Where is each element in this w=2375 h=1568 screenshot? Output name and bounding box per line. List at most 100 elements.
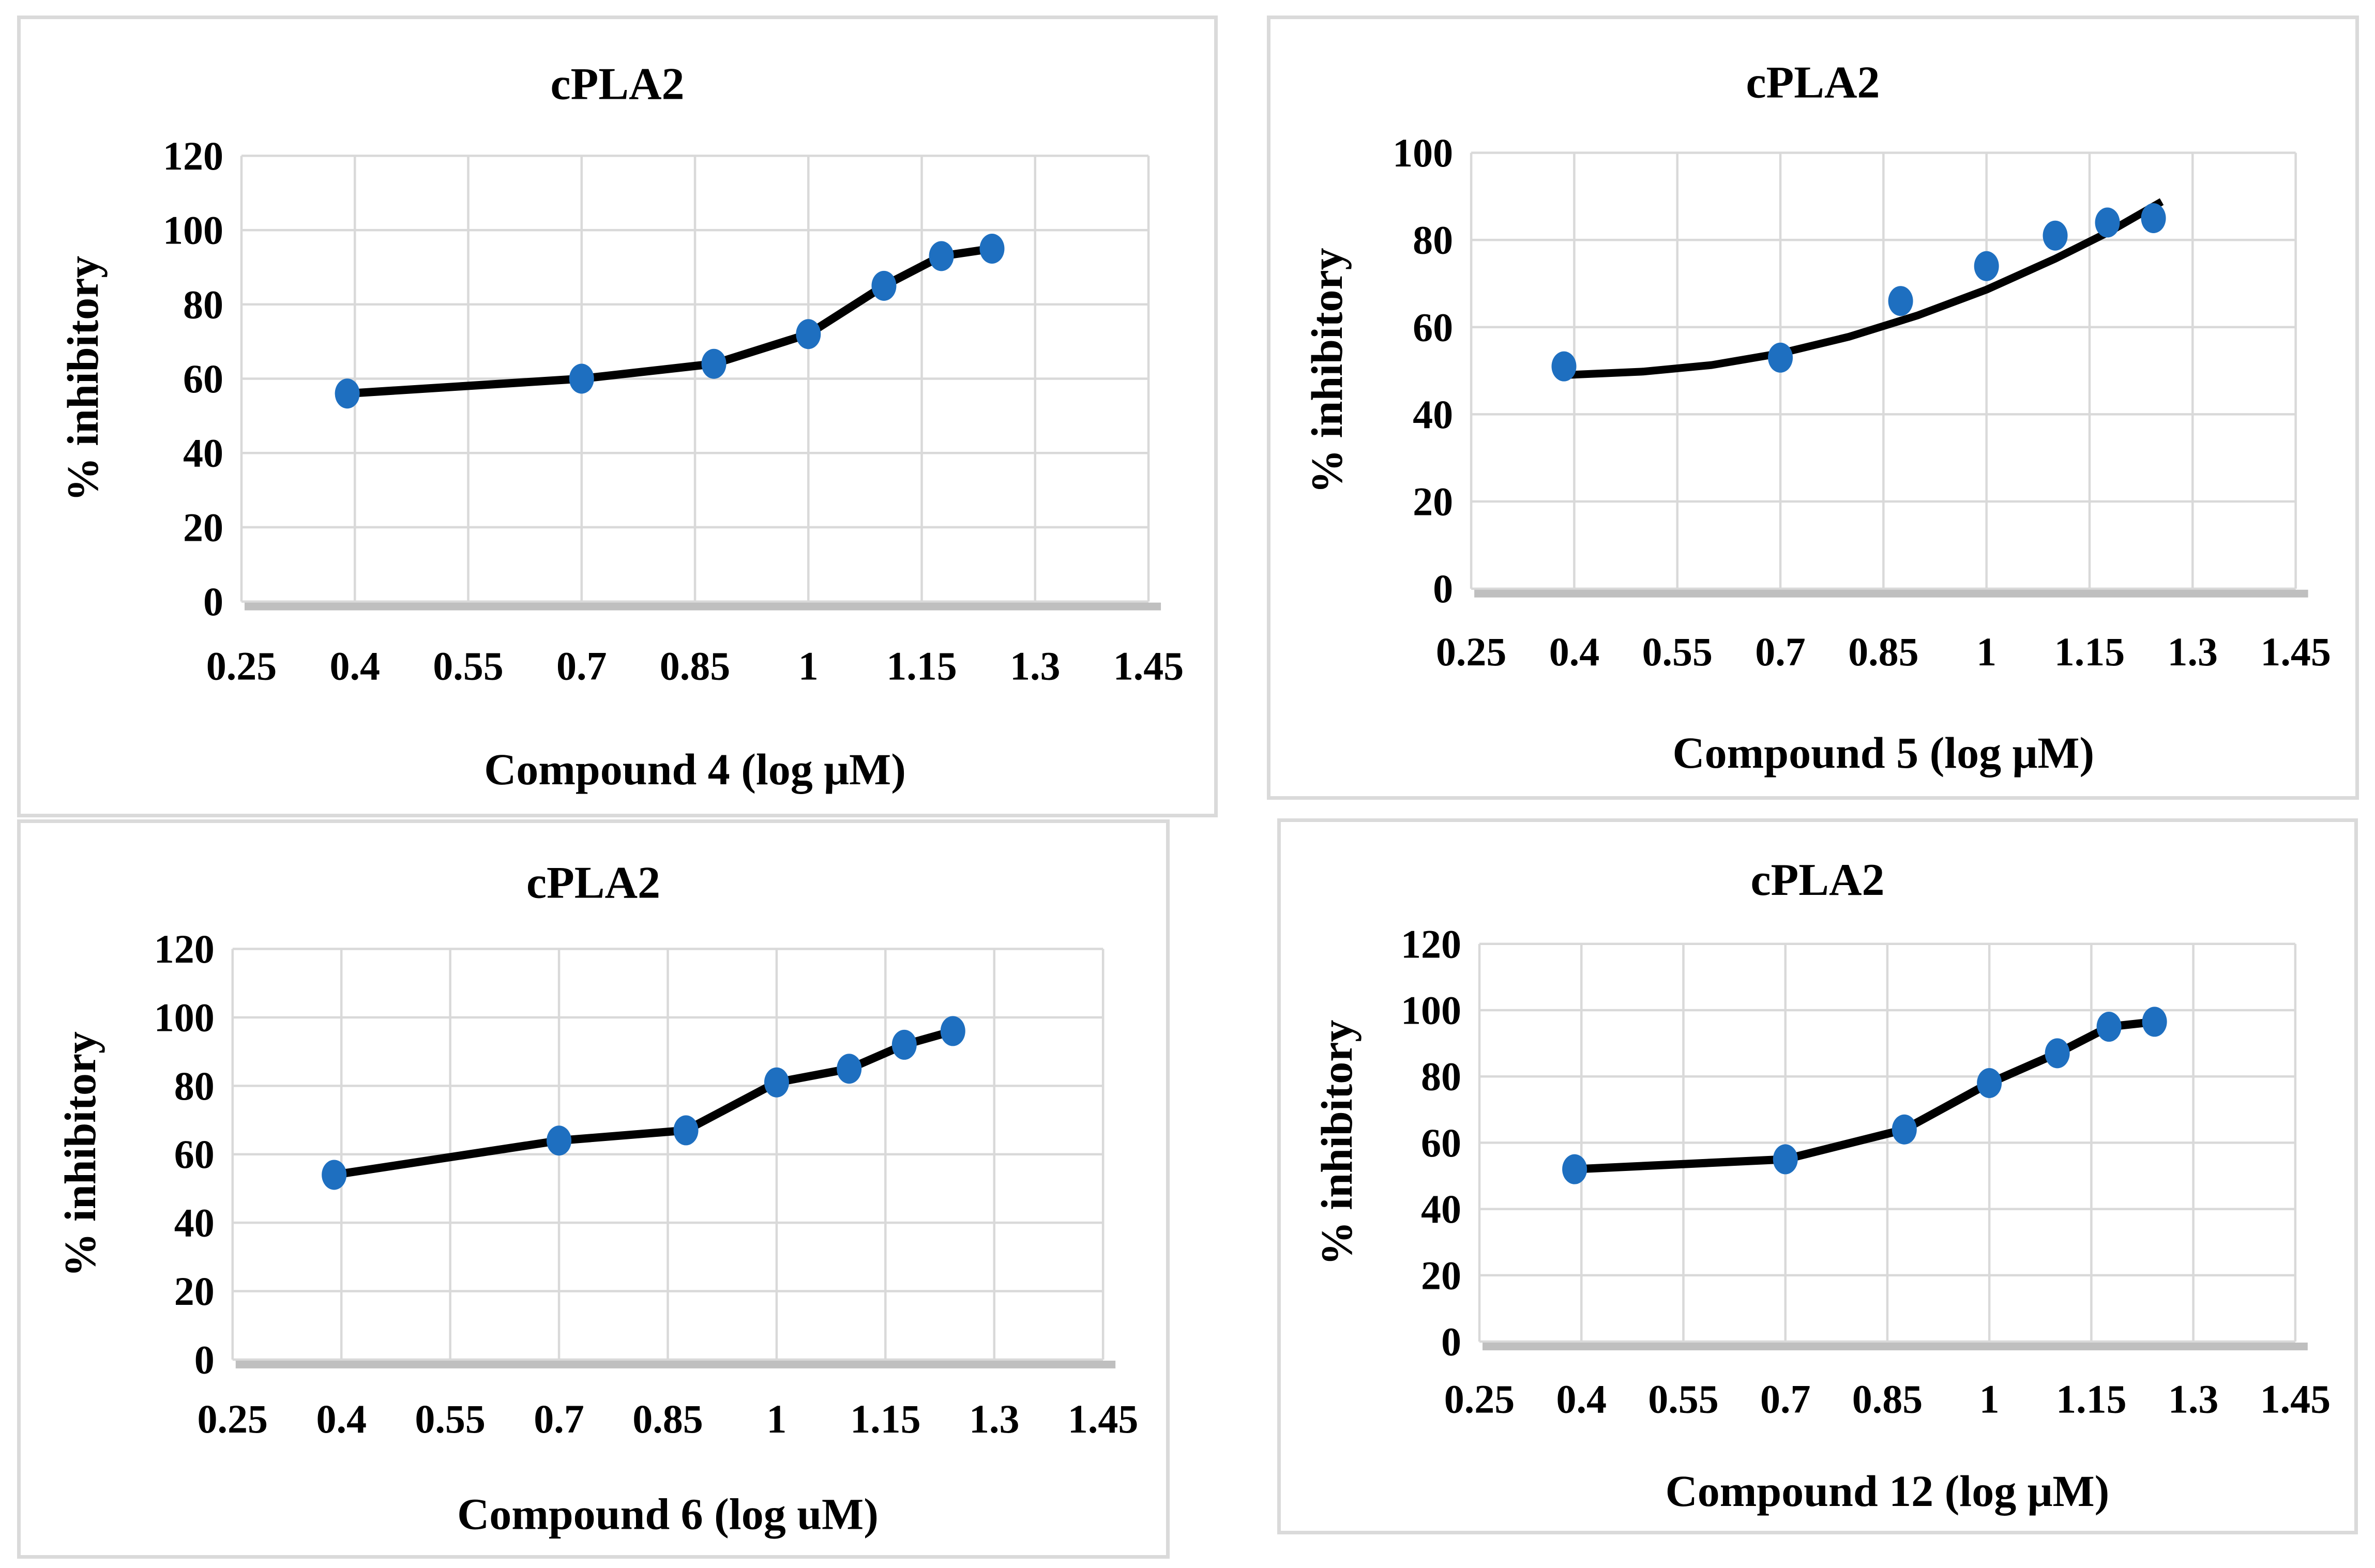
x-tick-label: 1.45 [1068, 1396, 1139, 1441]
data-point-marker [871, 270, 897, 301]
chart-svg: cPLA2 0 20 40 60 80 100 120 0.25 0.4 0.55 0.7 0.85 1 1… [55, 858, 1139, 1539]
x-tick-label: 0.25 [1436, 629, 1507, 674]
chart-title: cPLA2 [1746, 58, 1880, 108]
y-tick-label: 0 [203, 579, 223, 624]
y-tick-label: 60 [183, 356, 223, 401]
x-tick-label: 1.3 [2168, 629, 2218, 674]
x-tick-label: 1.15 [886, 644, 957, 689]
y-tick-label: 20 [1413, 479, 1453, 524]
y-tick-label: 100 [1393, 130, 1453, 175]
x-tick-label: 0.4 [1549, 629, 1600, 674]
x-axis-baseline [1483, 1342, 2308, 1350]
y-tick-label: 40 [1421, 1186, 1461, 1231]
chart-panel-compound5: cPLA2 0 20 40 60 80 100 0.25 0.4 0.55 0.7 0.85 1 1.15… [1267, 16, 2359, 800]
data-point-marker [1888, 286, 1913, 316]
data-point-marker [673, 1115, 699, 1146]
x-tick-label: 0.4 [1556, 1376, 1607, 1421]
x-axis-label: Compound 4 (log μM) [484, 744, 906, 794]
chart-svg: cPLA2 0 20 40 60 80 100 120 0.25 0.4 0.55 0.7 0.85 1 1… [1312, 855, 2331, 1516]
x-tick-label: 0.4 [329, 644, 380, 689]
data-point-marker [2096, 1012, 2122, 1042]
x-tick-label: 1 [798, 644, 819, 689]
data-point-marker [1768, 342, 1793, 373]
x-axis-baseline [1474, 589, 2308, 598]
y-tick-label: 60 [174, 1132, 215, 1177]
x-tick-label: 0.85 [660, 644, 731, 689]
data-point-marker [335, 378, 360, 409]
x-tick-label: 1.45 [2260, 1376, 2331, 1421]
series-line [343, 245, 996, 398]
chart-title: cPLA2 [526, 858, 660, 908]
chart-panel-compound12: cPLA2 0 20 40 60 80 100 120 0.25 0.4 0.55 0.7 0.85 1 1… [1277, 818, 2358, 1534]
data-point-marker [1551, 351, 1577, 382]
y-tick-label: 120 [1401, 921, 1461, 966]
y-tick-label: 60 [1421, 1120, 1461, 1165]
data-point-marker [764, 1067, 789, 1098]
data-point-marker [322, 1160, 347, 1190]
x-axis-label: Compound 12 (log μM) [1666, 1466, 2110, 1516]
y-tick-label: 80 [1413, 218, 1453, 263]
x-tick-label: 1 [766, 1396, 786, 1441]
x-tick-label: 0.55 [1648, 1376, 1719, 1421]
data-point-marker [1562, 1154, 1587, 1184]
x-tick-label: 0.7 [1760, 1376, 1811, 1421]
data-point-marker [2142, 1007, 2167, 1037]
y-tick-label: 80 [1421, 1054, 1461, 1099]
x-tick-label: 0.55 [415, 1396, 486, 1441]
x-tick-label: 0.7 [534, 1396, 584, 1441]
y-tick-label: 20 [183, 505, 223, 550]
x-tick-label: 1.15 [850, 1396, 921, 1441]
x-tick-label: 1.3 [2168, 1376, 2219, 1421]
x-tick-label: 1.15 [2054, 629, 2125, 674]
y-tick-label: 20 [174, 1269, 215, 1314]
x-tick-label: 0.85 [1852, 1376, 1923, 1421]
y-axis-label: % inhibitory [58, 256, 108, 501]
chart-svg: cPLA2 0 20 40 60 80 100 120 0.25 0.4 0.55 0.7 0.85 1 1… [58, 59, 1184, 794]
data-point-marker [569, 363, 594, 394]
x-tick-label: 1.15 [2056, 1376, 2127, 1421]
x-tick-label: 0.25 [198, 1396, 268, 1441]
data-point-marker [891, 1029, 917, 1060]
chart-panel-compound4: cPLA2 0 20 40 60 80 100 120 0.25 0.4 0.55 0.7 0.85 1 1… [17, 16, 1218, 817]
chart-svg: cPLA2 0 20 40 60 80 100 0.25 0.4 0.55 0.7 0.85 1 1.15… [1302, 58, 2331, 778]
series-line [1570, 1017, 2159, 1174]
x-tick-label: 0.85 [1848, 629, 1919, 674]
x-tick-label: 0.4 [316, 1396, 367, 1441]
x-tick-label: 0.55 [433, 644, 504, 689]
y-axis-label: % inhibitory [1312, 1020, 1362, 1266]
data-point-marker [979, 234, 1005, 264]
y-tick-label: 0 [1441, 1319, 1461, 1364]
x-axis-label: Compound 6 (log uM) [457, 1489, 879, 1539]
x-tick-label: 1.3 [1010, 644, 1061, 689]
x-tick-label: 0.7 [1755, 629, 1806, 674]
data-point-marker [2043, 220, 2068, 251]
data-point-marker [2141, 203, 2166, 233]
y-tick-label: 80 [174, 1063, 215, 1108]
x-tick-label: 1.3 [969, 1396, 1020, 1441]
x-tick-label: 0.55 [1642, 629, 1713, 674]
data-point-marker [837, 1054, 862, 1084]
data-point-marker [940, 1016, 965, 1046]
y-tick-label: 120 [154, 926, 215, 971]
data-point-marker [1892, 1114, 1917, 1145]
data-point-marker [929, 241, 954, 271]
data-point-marker [796, 319, 821, 349]
y-tick-label: 100 [1401, 988, 1461, 1033]
chart-panel-compound6: cPLA2 0 20 40 60 80 100 120 0.25 0.4 0.55 0.7 0.85 1 1… [17, 819, 1170, 1559]
x-tick-label: 0.25 [1444, 1376, 1515, 1421]
x-tick-label: 1.45 [2260, 629, 2331, 674]
x-axis-baseline [235, 1360, 1116, 1368]
y-tick-label: 60 [1413, 305, 1453, 349]
y-tick-label: 40 [1413, 392, 1453, 437]
x-tick-label: 1 [1979, 1376, 2000, 1421]
x-tick-label: 1 [1976, 629, 1996, 674]
data-point-marker [701, 348, 727, 379]
y-tick-label: 100 [154, 995, 215, 1040]
x-axis-baseline [244, 602, 1161, 611]
data-point-marker [2045, 1038, 2070, 1069]
y-tick-label: 40 [183, 431, 223, 476]
y-axis-label: % inhibitory [1302, 248, 1352, 493]
chart-title: cPLA2 [1750, 855, 1884, 905]
y-tick-label: 0 [1433, 566, 1453, 611]
